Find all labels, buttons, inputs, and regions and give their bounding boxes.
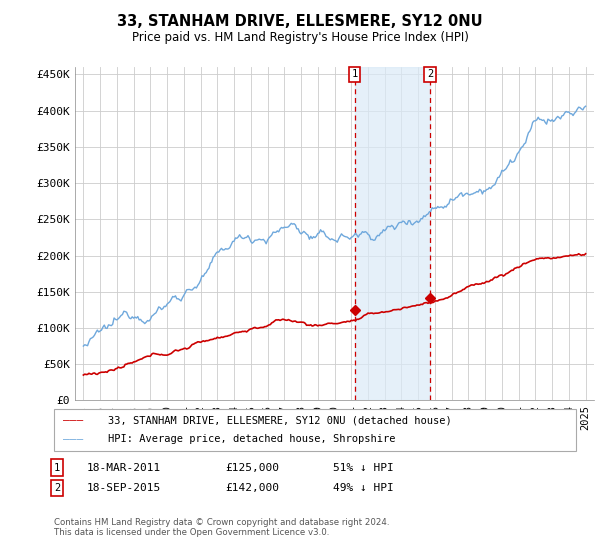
Text: ———: ——— [63, 434, 83, 444]
Bar [355, 67, 430, 400]
Text: 33, STANHAM DRIVE, ELLESMERE, SY12 0NU (detached house): 33, STANHAM DRIVE, ELLESMERE, SY12 0NU (… [108, 416, 452, 426]
Text: 18-MAR-2011: 18-MAR-2011 [87, 463, 161, 473]
Text: 1: 1 [352, 69, 358, 80]
Text: £142,000: £142,000 [225, 483, 279, 493]
Text: 33, STANHAM DRIVE, ELLESMERE, SY12 0NU: 33, STANHAM DRIVE, ELLESMERE, SY12 0NU [117, 14, 483, 29]
Text: 18-SEP-2015: 18-SEP-2015 [87, 483, 161, 493]
Text: HPI: Average price, detached house, Shropshire: HPI: Average price, detached house, Shro… [108, 434, 395, 444]
Text: ———: ——— [63, 416, 83, 426]
Text: £125,000: £125,000 [225, 463, 279, 473]
Text: Contains HM Land Registry data © Crown copyright and database right 2024.
This d: Contains HM Land Registry data © Crown c… [54, 518, 389, 538]
Text: 2: 2 [427, 69, 433, 80]
Text: Price paid vs. HM Land Registry's House Price Index (HPI): Price paid vs. HM Land Registry's House … [131, 31, 469, 44]
Text: 51% ↓ HPI: 51% ↓ HPI [333, 463, 394, 473]
Text: 2: 2 [54, 483, 60, 493]
Text: 49% ↓ HPI: 49% ↓ HPI [333, 483, 394, 493]
Text: 1: 1 [54, 463, 60, 473]
